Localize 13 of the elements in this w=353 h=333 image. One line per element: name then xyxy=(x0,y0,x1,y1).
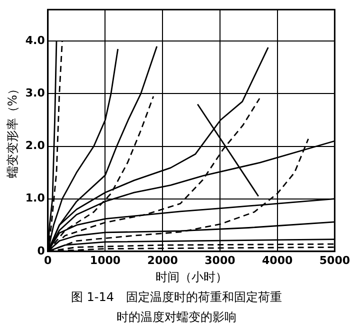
x-tick-label: 1000 xyxy=(90,254,121,267)
x-tick-label: 3000 xyxy=(204,254,236,267)
x-tick-label: 2000 xyxy=(147,254,178,267)
y-axis-title: 蠕变变形率（%） xyxy=(5,82,20,178)
y-tick-label: 1.0 xyxy=(25,192,46,205)
x-tick-label: 4000 xyxy=(262,254,293,267)
y-tick-label: 0 xyxy=(37,244,46,258)
y-tick-label: 2.0 xyxy=(25,139,46,152)
x-axis-title: 时间（小时） xyxy=(155,270,228,284)
x-tick-label: 5000 xyxy=(319,254,350,267)
caption: 图 1-14 固定温度时的荷重和固定荷重时的温度对蠕变的影响 xyxy=(70,289,284,326)
y-tick-label: 3.0 xyxy=(25,86,46,100)
y-tick-label: 4.0 xyxy=(25,34,46,47)
